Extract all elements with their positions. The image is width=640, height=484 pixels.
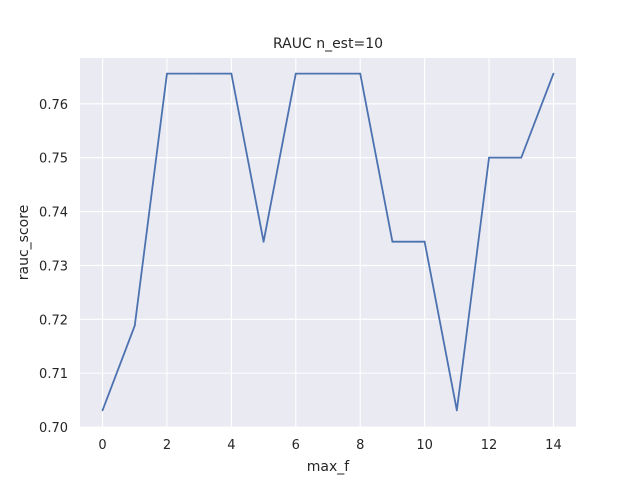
- data-point: [552, 72, 555, 75]
- y-tick-label: 0.76: [39, 98, 68, 113]
- x-tick-label: 8: [356, 438, 364, 453]
- data-point: [133, 324, 136, 327]
- y-tick-label: 0.72: [39, 313, 68, 328]
- data-point: [488, 156, 490, 159]
- x-tick-label: 14: [545, 438, 562, 453]
- data-point: [520, 156, 523, 159]
- data-point: [198, 72, 201, 75]
- x-tick-label: 0: [98, 438, 106, 453]
- y-tick-labels: 0.70 0.71 0.72 0.73 0.74 0.75 0.76: [39, 98, 68, 436]
- data-point: [359, 72, 362, 75]
- data-point: [262, 240, 265, 243]
- data-point: [101, 409, 104, 412]
- data-point: [166, 72, 168, 75]
- y-axis-label: rauc_score: [16, 205, 32, 281]
- y-tick-label: 0.75: [39, 152, 68, 167]
- y-tick-label: 0.73: [39, 259, 68, 274]
- y-tick-label: 0.70: [39, 421, 68, 436]
- x-tick-label: 6: [292, 438, 300, 453]
- data-point: [423, 240, 426, 243]
- data-point: [294, 72, 297, 75]
- y-tick-label: 0.71: [39, 367, 68, 382]
- chart-title: RAUC n_est=10: [273, 36, 383, 52]
- data-point: [391, 240, 394, 243]
- x-tick-labels: 0 2 4 6 8 10 12 14: [98, 438, 561, 453]
- data-point: [327, 72, 329, 75]
- data-point: [455, 409, 458, 412]
- y-tick-label: 0.74: [39, 206, 68, 221]
- x-tick-label: 10: [416, 438, 433, 453]
- x-axis-label: max_f: [307, 459, 351, 475]
- data-point: [230, 72, 233, 75]
- series-layer: [101, 72, 555, 412]
- x-tick-label: 2: [163, 438, 171, 453]
- plot-area: [80, 58, 576, 427]
- x-tick-label: 12: [481, 438, 498, 453]
- x-tick-label: 4: [227, 438, 235, 453]
